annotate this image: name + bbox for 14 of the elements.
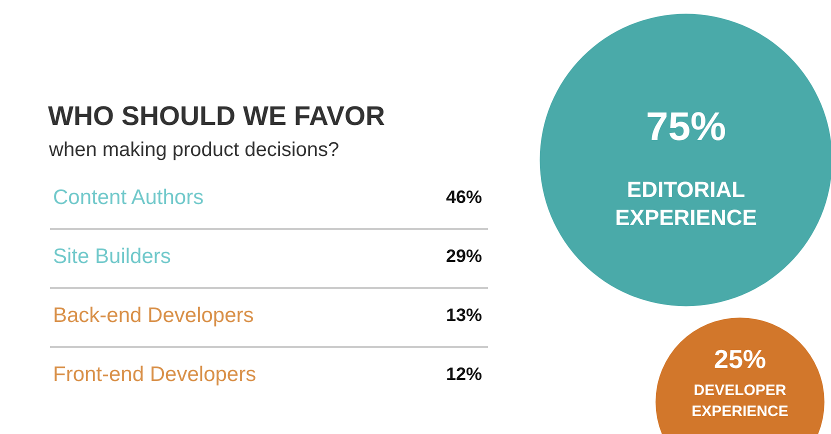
data-label: 29% [446,246,482,266]
data-label: 25% [714,344,766,374]
category-label: DEVELOPER EXPERIENCE [692,382,788,420]
data-label: 75% [646,105,726,149]
text: when making product decisions? [48,139,340,161]
data-label: 12% [446,364,482,384]
category-label: Front-end Developers [53,363,256,386]
data-label: 46% [446,187,482,207]
category-label: Site Builders [53,245,171,268]
category-label: Back-end Developers [53,304,254,327]
data-label: 13% [446,305,482,325]
text: WHO SHOULD WE FAVOR [48,101,385,131]
category-label: EDITORIAL EXPERIENCE [615,177,757,230]
category-label: Content Authors [53,186,204,209]
